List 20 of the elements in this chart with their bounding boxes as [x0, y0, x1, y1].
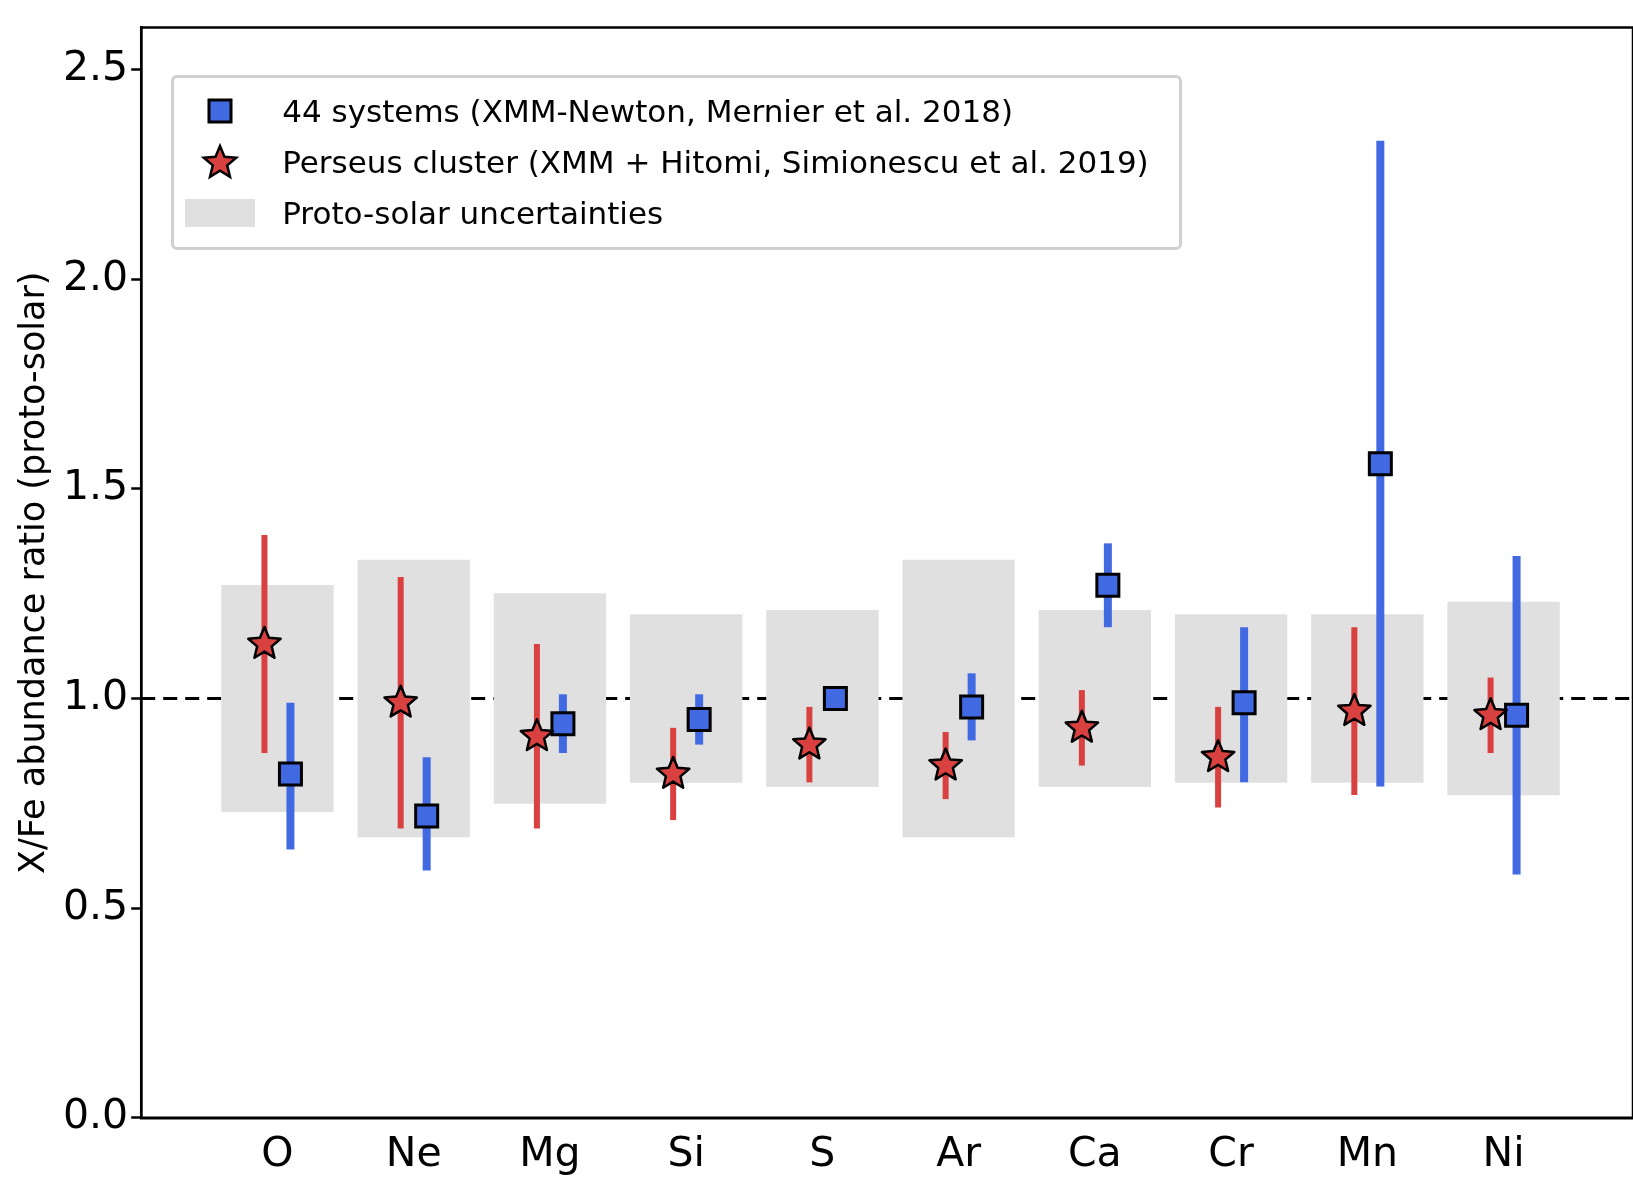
- x-tick-label: Mg: [519, 1128, 581, 1177]
- y-axis-title: X/Fe abundance ratio (proto-solar): [12, 271, 53, 874]
- x-tick-label: Ar: [936, 1128, 982, 1177]
- y-tick-label: 2.5: [62, 42, 129, 91]
- x-tick-label: Si: [667, 1128, 705, 1177]
- y-tick-label: 0.5: [62, 880, 129, 929]
- legend-label: Proto-solar uncertainties: [282, 195, 664, 232]
- x-tick-label: O: [261, 1128, 294, 1177]
- y-tick-label: 0.0: [62, 1090, 129, 1139]
- x-tick-label: Ne: [385, 1128, 442, 1177]
- y-tick-label: 2.0: [62, 251, 129, 300]
- x-tick-label: Ni: [1482, 1128, 1525, 1177]
- x-tick-label: Ca: [1067, 1128, 1122, 1177]
- y-tick-label: 1.5: [62, 461, 129, 510]
- x-tick-label: Mn: [1336, 1128, 1399, 1177]
- x-tick-label: Cr: [1208, 1128, 1254, 1177]
- legend-label: Perseus cluster (XMM + Hitomi, Simionescu et al. 2019): [282, 144, 1149, 181]
- x-tick-label: S: [809, 1128, 836, 1177]
- legend-label: 44 systems (XMM-Newton, Mernier et al. 2018): [282, 93, 1014, 130]
- y-tick-label: 1.0: [62, 671, 129, 720]
